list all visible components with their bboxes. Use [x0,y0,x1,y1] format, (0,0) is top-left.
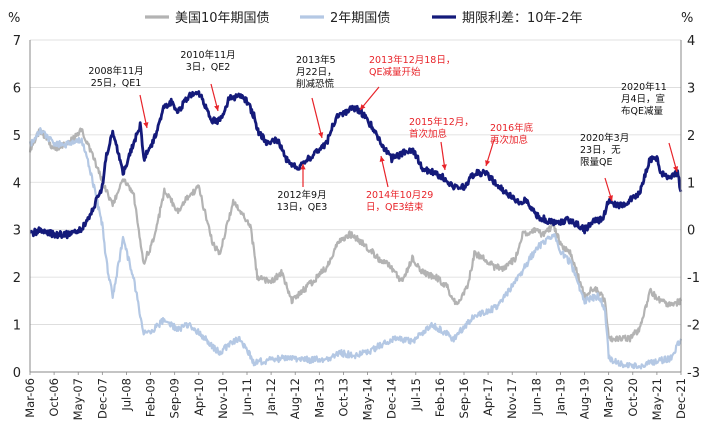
annotation-label: 13日，QE3 [277,202,328,213]
annotation-label: 2013年12月18日， [369,54,455,66]
right-tick-label: 1 [687,176,695,191]
annotation-label: 2020年3月 [580,132,629,144]
annotation-label: 再次加息 [490,134,528,146]
annotation-label: 2015年12月， [409,116,474,128]
legend-label: 期限利差：10年-2年 [462,11,583,26]
right-tick-label: -3 [687,366,700,381]
annotation-arrowhead [300,164,306,170]
legend-label: 美国10年期国债 [175,11,270,26]
x-tick-label: Mar-20 [602,378,616,418]
annotation-label: 2020年11 [621,81,667,93]
annotation-arrowhead [607,195,613,201]
x-tick-label: Oct-13 [336,378,350,417]
left-axis-unit: % [8,11,20,26]
x-tick-label: Jul-08 [119,378,133,412]
right-tick-label: -2 [687,319,700,334]
right-tick-label: 3 [687,81,695,96]
x-tick-label: Jun-18 [529,378,543,416]
x-tick-label: May-21 [650,378,664,420]
x-tick-label: Aug-12 [288,378,302,419]
x-tick-label: Jan-19 [553,378,567,416]
right-axis-unit: % [681,11,693,26]
annotation-label: 月22日， [296,67,337,78]
x-tick-label: Mar-06 [23,378,37,418]
annotation-arrowhead [143,122,149,128]
x-tick-label: May-07 [71,378,85,420]
x-tick-label: Jun-11 [240,378,254,416]
x-tick-label: Nov-10 [216,378,230,419]
annotation-label: 2012年9月 [277,189,326,201]
x-tick-label: Sep-16 [457,378,471,418]
x-tick-label: Oct-20 [626,378,640,417]
x-tick-label: Nov-17 [505,378,519,419]
plot-area [30,39,681,373]
series-2y-line [28,127,683,370]
annotation-label: 2014年10月29 [366,189,433,201]
annotation-arrowhead [673,166,679,172]
series-spread-line [29,90,683,240]
annotation-arrow [311,97,323,139]
x-tick-label: Apr-10 [192,378,206,416]
right-tick-label: 4 [687,34,695,49]
left-tick-label: 3 [13,224,21,239]
left-tick-label: 0 [13,366,21,381]
annotation-arrowhead [214,105,220,111]
x-tick-label: Feb-09 [144,378,158,417]
annotation-label: 限量QE [580,157,612,168]
x-tick-label: Aug-19 [578,378,592,419]
x-tick-label: Apr-17 [481,378,495,416]
left-tick-label: 1 [13,319,21,334]
annotation-arrow [139,94,148,129]
right-tick-label: 0 [687,224,695,239]
annotation-label: 3日，QE2 [186,62,231,73]
left-tick-label: 6 [13,81,21,96]
annotation-label: 削减恐慌 [296,78,335,90]
annotation-label: 2008年11月 [88,65,143,77]
left-tick-label: 4 [13,176,21,191]
x-tick-label: Oct-06 [47,378,61,417]
annotation-arrowhead [379,156,385,162]
annotation-label: 23日，无 [580,145,621,156]
left-tick-label: 2 [13,271,21,286]
x-tick-label: Jan-12 [264,378,278,416]
annotation-label: 布QE减量 [621,105,663,117]
x-tick-label: May-14 [361,378,375,420]
annotation-arrowhead [441,164,447,170]
annotation-arrowhead [318,132,324,138]
x-tick-label: Dec-21 [674,378,688,419]
legend-label: 2年期国债 [330,11,390,26]
x-tick-label: Jul-15 [409,378,423,412]
x-tick-label: Feb-16 [433,378,447,417]
series-layer [28,90,683,370]
legend: 美国10年期国债 2年期国债 期限利差：10年-2年 [145,11,583,26]
annotation-arrowhead [360,104,366,110]
annotation-label: 首次加息 [409,128,447,140]
annotation-label: 日，QE3结束 [366,201,424,213]
x-tick-label: Dec-14 [385,378,399,419]
annotation-label: QE减量开始 [369,66,421,78]
left-tick-label: 7 [13,34,21,49]
left-tick-label: 5 [13,129,21,144]
axis-layer: % % 0 1 2 3 4 5 6 7 -3 -2 -1 0 1 2 3 4 Mar-06 Oct-06 May-0… [8,11,700,420]
x-tick-label: Sep-09 [168,378,182,418]
right-tick-label: 2 [687,129,695,144]
annotation-label: 2016年底 [490,122,534,134]
annotation-label: 月4日，宣 [621,93,665,105]
series-10y-line [28,127,683,343]
annotation-label: 2013年5 [296,54,336,66]
annotation-label: 25日，QE1 [91,78,142,89]
x-tick-label: Dec-07 [95,378,109,419]
x-tick-label: Mar-13 [312,378,326,418]
annotation-arrowhead [485,160,491,166]
annotation-label: 2010年11月 [180,49,235,61]
right-tick-label: -1 [687,271,700,286]
